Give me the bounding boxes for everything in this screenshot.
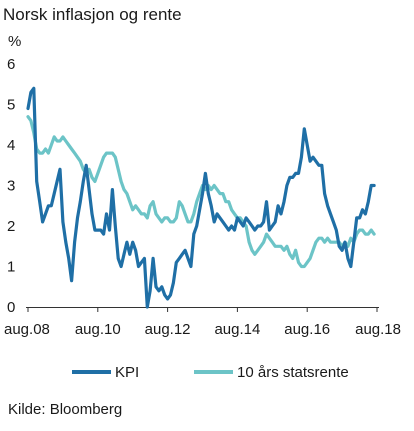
legend-label: 10 års statsrente: [237, 364, 349, 381]
y-tick-label: 3: [7, 178, 15, 195]
series-layer: [26, 86, 376, 309]
y-tick-label: 6: [7, 56, 15, 73]
x-tick-label: aug.16: [284, 321, 330, 338]
series-line-kpi: [26, 86, 376, 309]
chart-title: Norsk inflasjon og rente: [3, 5, 182, 24]
x-axis: aug.08 aug.10 aug.12 aug.14 aug.16 aug.18: [4, 307, 401, 338]
legend-item-statsrente: 10 års statsrente: [194, 364, 349, 381]
y-axis-unit-label: %: [8, 33, 21, 50]
series-line-statsrente: [26, 115, 376, 269]
legend-label: KPI: [115, 364, 139, 381]
legend: KPI 10 års statsrente: [72, 364, 349, 381]
x-tick-label: aug.12: [145, 321, 191, 338]
y-axis: 0 1 2 3 4 5 6: [7, 56, 15, 316]
x-tick-label: aug.10: [75, 321, 121, 338]
x-tick-label: aug.18: [355, 321, 401, 338]
y-tick-label: 5: [7, 97, 15, 114]
x-tick-label: aug.14: [214, 321, 260, 338]
y-tick-label: 1: [7, 259, 15, 276]
x-tick-label: aug.08: [4, 321, 50, 338]
y-tick-label: 4: [7, 137, 15, 154]
legend-item-kpi: KPI: [72, 364, 139, 381]
y-tick-label: 2: [7, 218, 15, 235]
y-tick-label: 0: [7, 299, 15, 316]
source-note: Kilde: Bloomberg: [8, 401, 122, 418]
